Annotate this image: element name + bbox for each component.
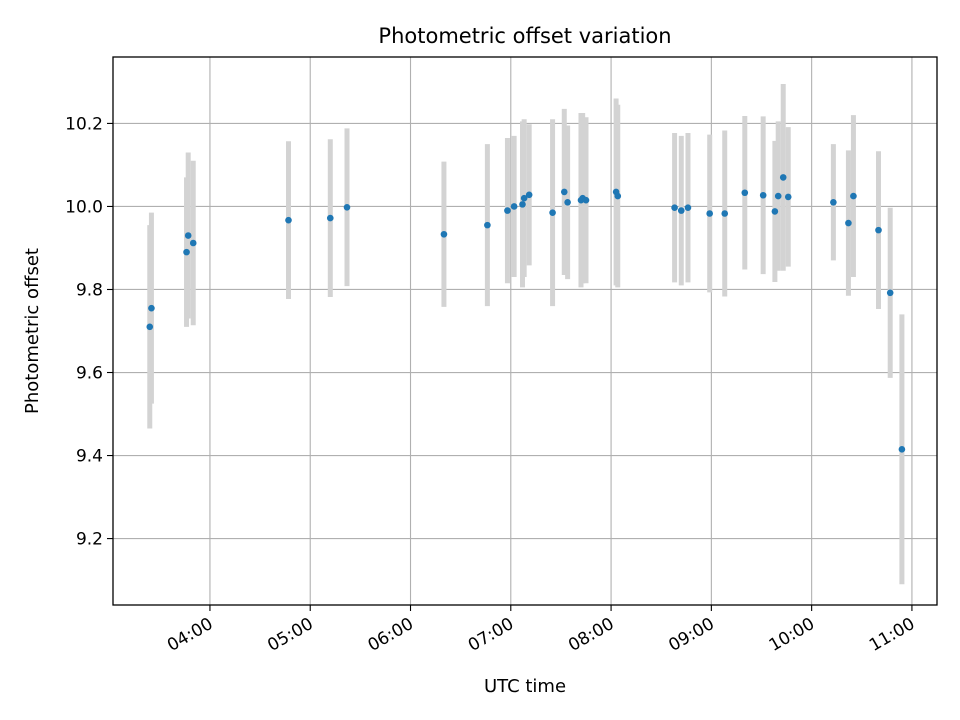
data-point <box>784 193 792 201</box>
y-tick-label: 9.6 <box>76 364 103 384</box>
y-axis-label: Photometric offset <box>22 248 43 414</box>
data-point <box>779 174 787 181</box>
x-axis-label: UTC time <box>484 676 566 697</box>
data-point <box>898 446 906 453</box>
data-point <box>830 199 837 206</box>
data-point <box>184 232 192 239</box>
data-point <box>671 204 678 211</box>
data-point <box>343 203 351 211</box>
data-point <box>771 208 779 215</box>
data-point <box>850 192 857 200</box>
data-point <box>774 192 782 200</box>
chart-title: Photometric offset variation <box>378 24 671 48</box>
data-points <box>146 174 906 453</box>
data-point <box>525 191 533 199</box>
data-point <box>484 221 491 229</box>
data-point <box>886 289 894 297</box>
data-point <box>875 226 882 234</box>
data-point <box>504 207 511 214</box>
data-point <box>326 214 334 222</box>
data-point <box>684 204 692 211</box>
data-point <box>582 196 590 204</box>
y-tick-label: 9.4 <box>76 447 103 467</box>
y-tick-label: 9.2 <box>76 530 103 550</box>
y-tick-label: 9.8 <box>76 280 103 300</box>
data-point <box>721 210 729 217</box>
data-point <box>560 188 568 196</box>
data-point <box>759 191 767 199</box>
data-point <box>146 323 154 331</box>
data-point <box>614 192 622 200</box>
data-point <box>183 248 190 256</box>
data-point <box>706 210 713 217</box>
data-point <box>564 199 571 206</box>
y-tick-label: 10.0 <box>65 197 103 217</box>
y-tick-label: 10.2 <box>65 114 103 134</box>
data-point <box>845 219 852 227</box>
data-point <box>148 304 155 312</box>
y-axis-ticks: 9.2 9.4 9.6 9.8 10.0 10.2 <box>65 114 113 550</box>
data-point <box>741 189 749 197</box>
data-point <box>440 230 448 238</box>
data-point <box>677 207 685 214</box>
data-point <box>520 194 528 202</box>
data-point <box>549 209 556 216</box>
plot-frame <box>112 56 938 606</box>
data-point <box>510 203 518 210</box>
data-point <box>189 239 197 247</box>
data-point <box>285 216 292 224</box>
data-point <box>519 201 526 208</box>
